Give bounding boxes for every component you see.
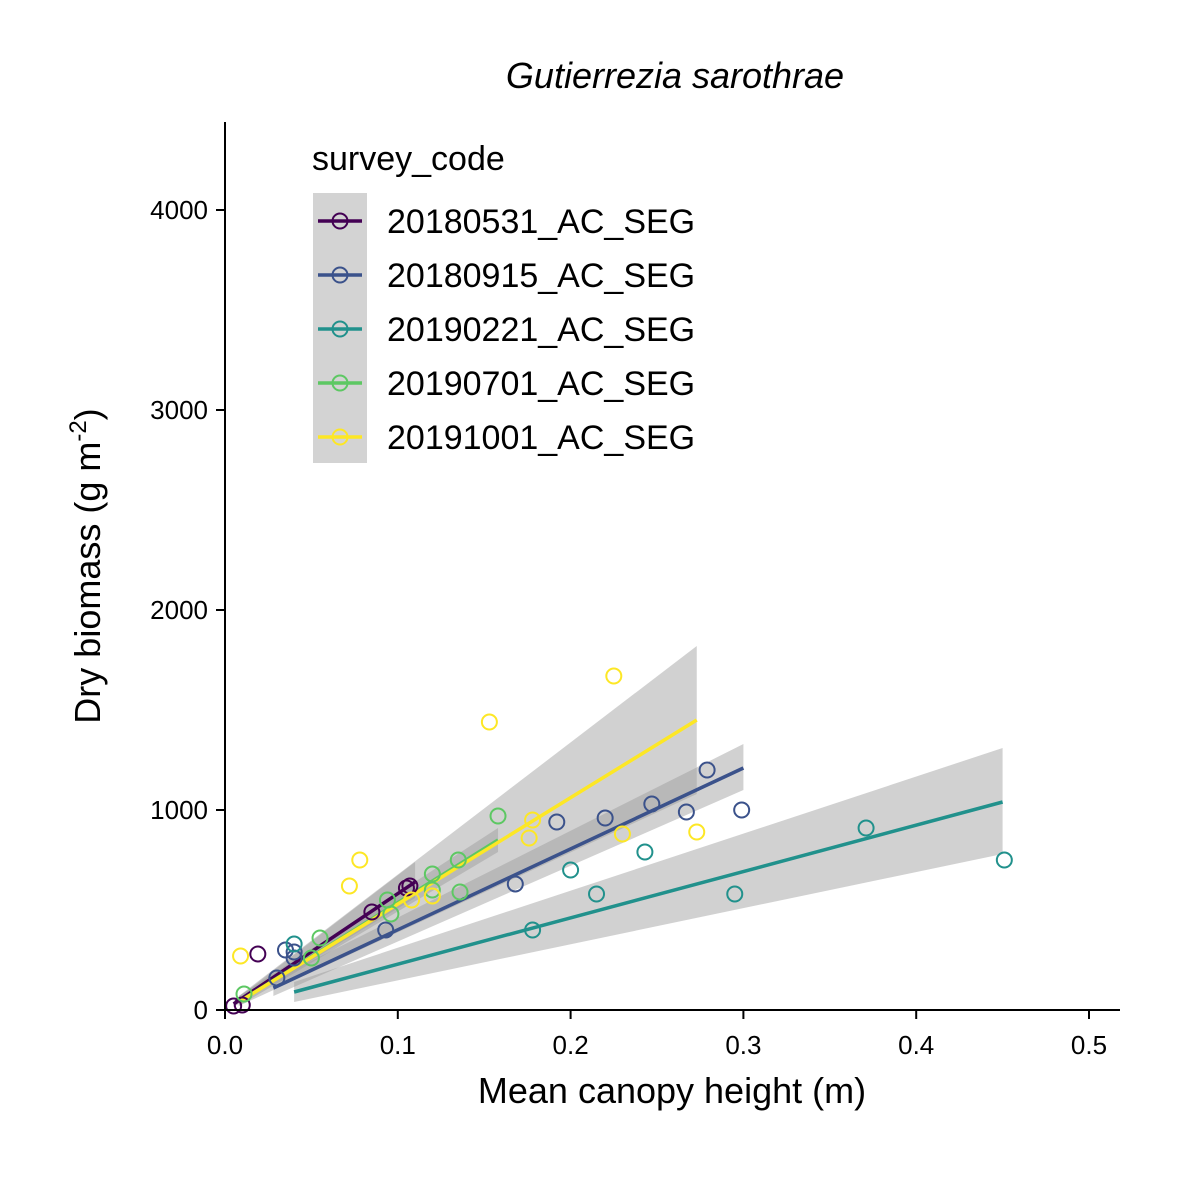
data-point — [449, 851, 467, 869]
y-axis-title-superscript: -2 — [65, 420, 92, 441]
data-point — [520, 829, 538, 847]
legend-item: 20191001_AC_SEG — [318, 419, 695, 457]
x-tick-label: 0.5 — [1071, 1030, 1107, 1060]
data-point — [524, 811, 542, 829]
x-ticks: 0.0 0.1 0.2 0.3 0.4 0.5 — [207, 1010, 1107, 1060]
legend-marker — [331, 266, 349, 284]
data-point — [643, 795, 661, 813]
legend-item: 20180531_AC_SEG — [318, 203, 695, 241]
legend-marker — [331, 428, 349, 446]
y-tick-label: 0 — [194, 995, 208, 1025]
data-point — [423, 887, 441, 905]
data-point — [698, 761, 716, 779]
data-point — [506, 875, 524, 893]
data-point — [225, 997, 243, 1015]
data-point — [351, 851, 369, 869]
y-tick-label: 4000 — [150, 195, 208, 225]
data-point — [857, 819, 875, 837]
legend: survey_code 20180531_AC_SEG 20180915_AC_S… — [312, 140, 695, 463]
y-tick-label: 1000 — [150, 795, 208, 825]
data-point — [403, 891, 421, 909]
y-axis-title: Dry biomass (g m-2) — [65, 408, 108, 723]
data-point — [423, 881, 441, 899]
data-point — [733, 801, 751, 819]
legend-marker — [331, 212, 349, 230]
data-point — [363, 903, 381, 921]
data-point — [235, 985, 253, 1003]
x-axis-title: Mean canopy height (m) — [478, 1070, 866, 1111]
data-point — [451, 883, 469, 901]
data-point — [249, 945, 267, 963]
legend-item: 20190701_AC_SEG — [318, 365, 695, 403]
data-point — [268, 969, 286, 987]
data-point — [382, 905, 400, 923]
data-point — [232, 947, 250, 965]
fit-line — [272, 766, 745, 990]
legend-label: 20190221_AC_SEG — [387, 311, 695, 349]
data-point — [548, 813, 566, 831]
data-point — [377, 921, 395, 939]
confidence-band — [238, 646, 697, 1006]
data-point — [588, 885, 606, 903]
y-axis-title-main: Dry biomass (g m — [67, 442, 108, 724]
data-point — [995, 851, 1013, 869]
data-point — [677, 803, 695, 821]
legend-marker — [331, 320, 349, 338]
y-axis-title-close: ) — [67, 408, 108, 420]
legend-label: 20180915_AC_SEG — [387, 257, 695, 295]
data-point — [726, 885, 744, 903]
legend-title: survey_code — [312, 140, 505, 178]
data-point — [302, 949, 320, 967]
fit-line — [237, 718, 698, 1004]
data-point — [489, 807, 507, 825]
legend-marker — [331, 374, 349, 392]
data-point — [285, 943, 303, 961]
data-point — [480, 713, 498, 731]
y-tick-label: 3000 — [150, 395, 208, 425]
data-point — [311, 929, 329, 947]
y-tick-label: 2000 — [150, 595, 208, 625]
legend-label: 20191001_AC_SEG — [387, 419, 695, 457]
data-points — [225, 667, 1013, 1015]
x-tick-label: 0.4 — [898, 1030, 934, 1060]
x-tick-label: 0.3 — [725, 1030, 761, 1060]
legend-label: 20180531_AC_SEG — [387, 203, 695, 241]
data-point — [285, 935, 303, 953]
data-point — [233, 996, 251, 1014]
legend-label: 20190701_AC_SEG — [387, 365, 695, 403]
y-ticks: 0 1000 2000 3000 4000 — [150, 195, 225, 1025]
fit-line — [293, 800, 1004, 994]
data-point — [636, 843, 654, 861]
x-tick-label: 0.0 — [207, 1030, 243, 1060]
x-tick-label: 0.1 — [380, 1030, 416, 1060]
legend-item: 20180915_AC_SEG — [318, 257, 695, 295]
data-point — [688, 823, 706, 841]
legend-item: 20190221_AC_SEG — [318, 311, 695, 349]
x-tick-label: 0.2 — [553, 1030, 589, 1060]
confidence-band — [294, 748, 1003, 1002]
chart-title: Gutierrezia sarothrae — [506, 55, 844, 96]
data-point — [605, 667, 623, 685]
data-point — [340, 877, 358, 895]
data-point — [613, 825, 631, 843]
data-point — [562, 861, 580, 879]
data-point — [524, 921, 542, 939]
data-point — [596, 809, 614, 827]
